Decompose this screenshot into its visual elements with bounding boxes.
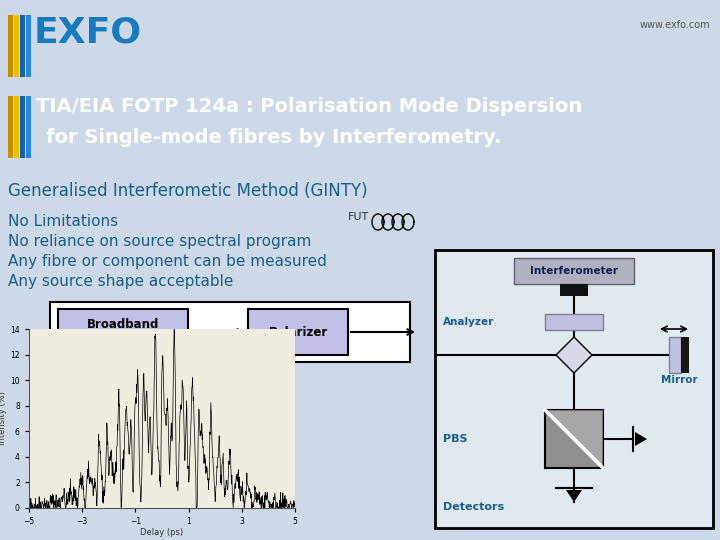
Bar [560,284,588,296]
Bar [50,302,410,362]
Text: Any source shape acceptable: Any source shape acceptable [8,274,233,289]
Text: No reliance on source spectral program: No reliance on source spectral program [8,234,311,249]
Bar [514,258,634,284]
Bar [8,96,13,158]
Text: No Limitations: No Limitations [8,214,118,229]
Bar [58,309,188,355]
Polygon shape [566,490,582,502]
Text: PBS: PBS [443,434,467,444]
Polygon shape [556,337,592,373]
Text: Broadband
Source: Broadband Source [87,318,159,346]
Bar [14,96,19,158]
Bar [14,15,19,77]
Text: Detectors: Detectors [443,502,504,512]
Text: TIA/EIA FOTP 124a : Polarisation Mode Dispersion: TIA/EIA FOTP 124a : Polarisation Mode Di… [36,97,582,116]
Polygon shape [635,432,647,446]
Text: Analyzer: Analyzer [443,317,494,327]
Bar [248,309,348,355]
Bar [26,96,31,158]
Text: Polarizer: Polarizer [269,326,328,339]
Bar [8,15,13,77]
Y-axis label: Intensity (%): Intensity (%) [0,392,7,446]
Text: Generalised Interferometic Method (GINTY): Generalised Interferometic Method (GINTY… [8,182,368,200]
Text: Any fibre or component can be measured: Any fibre or component can be measured [8,254,327,269]
Text: for Single-mode fibres by Interferometry.: for Single-mode fibres by Interferometry… [46,128,502,147]
Text: Mirror: Mirror [661,375,697,385]
Text: FUT: FUT [348,212,369,222]
Bar [26,15,31,77]
Bar [669,337,681,373]
X-axis label: Delay (ps): Delay (ps) [140,529,184,537]
Text: Interferometer: Interferometer [530,266,618,276]
Bar [681,337,689,373]
Bar [435,250,713,528]
Polygon shape [545,410,603,468]
Bar [20,15,25,77]
Bar [545,410,603,468]
Bar [20,96,25,158]
Bar [545,314,603,330]
Text: EXFO: EXFO [34,16,142,50]
Text: www.exfo.com: www.exfo.com [639,20,710,30]
